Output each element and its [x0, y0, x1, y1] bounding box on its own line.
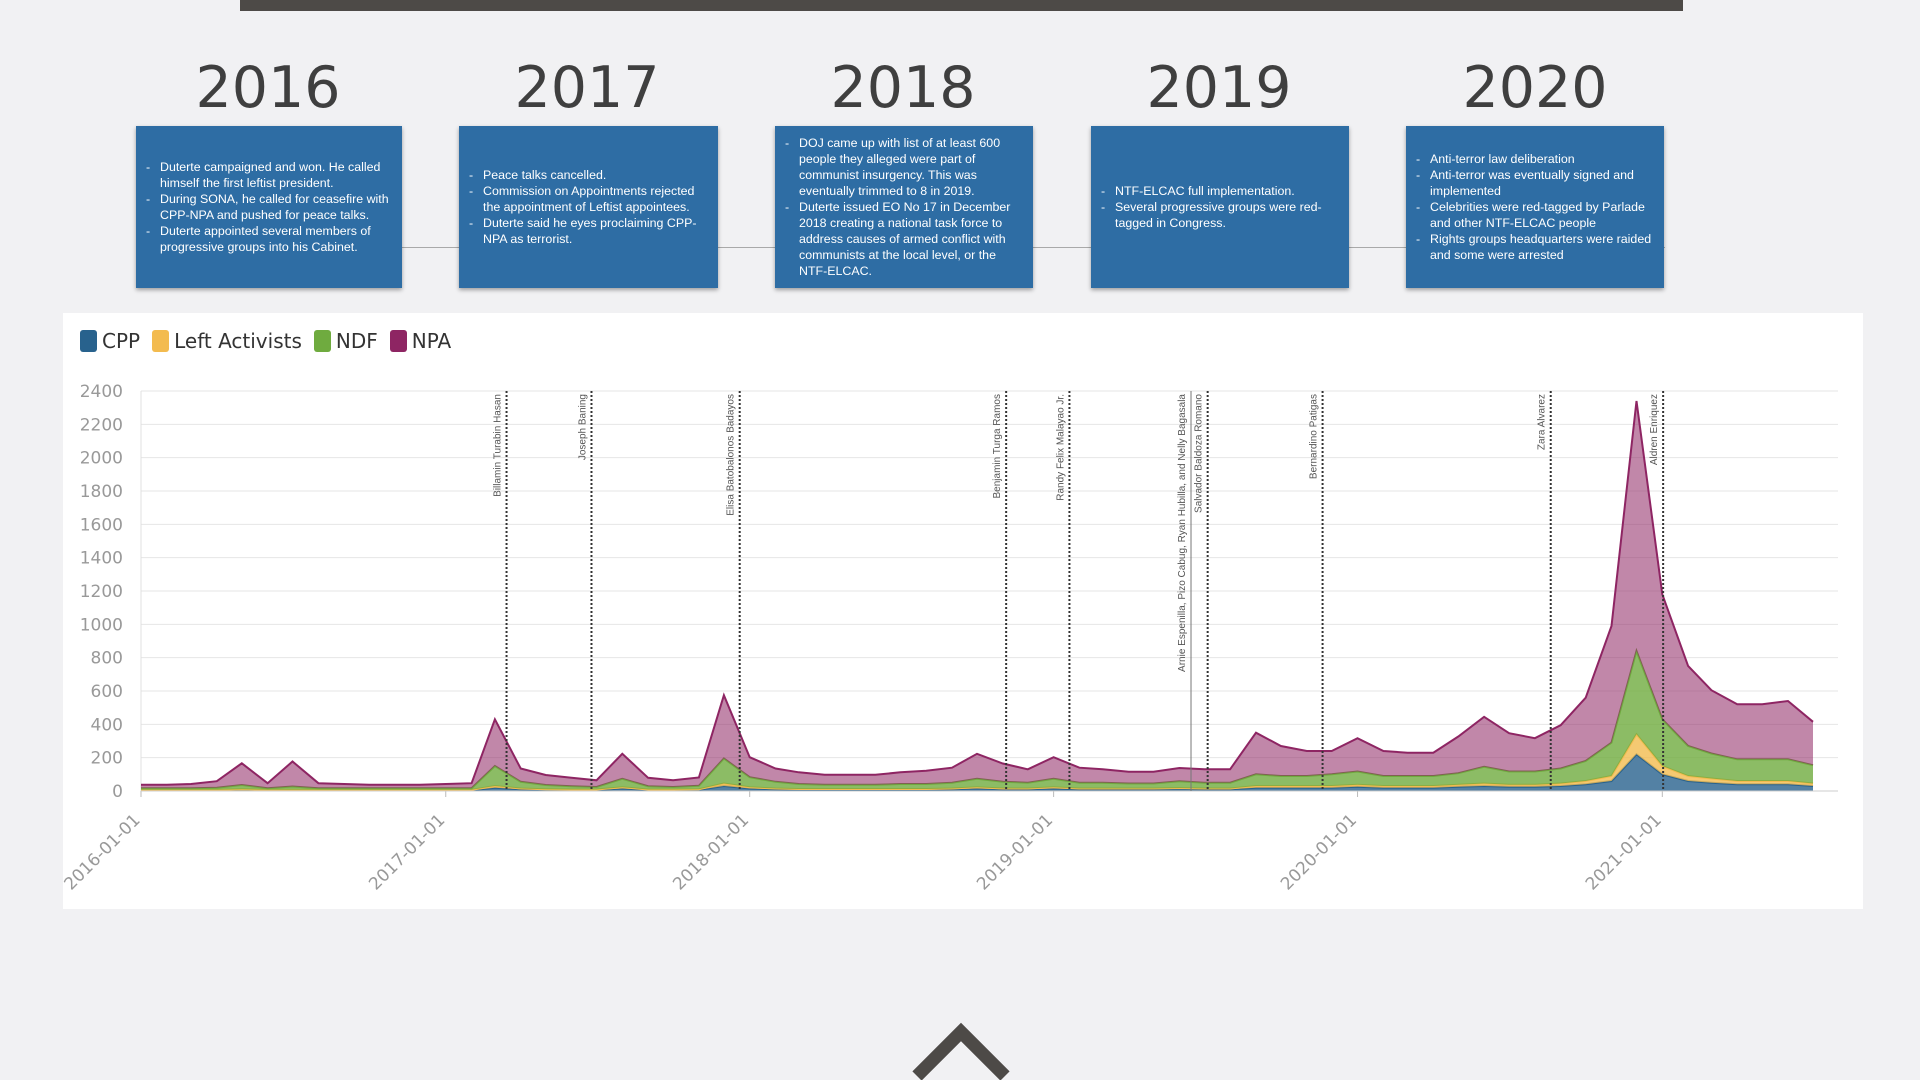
- timeline-point: Several progressive groups were red-tagg…: [1101, 199, 1339, 231]
- y-tick-label: 2200: [80, 415, 123, 435]
- legend-item-npa[interactable]: NPA: [389, 329, 452, 353]
- legend-item-ndf[interactable]: NDF: [313, 329, 378, 353]
- y-tick-label: 1200: [80, 582, 123, 602]
- legend-swatch-npa: [389, 330, 407, 352]
- legend-item-cpp[interactable]: CPP: [80, 329, 140, 353]
- legend-swatch-left-activists: [152, 330, 170, 352]
- timeline-point: Commission on Appointments rejected the …: [469, 183, 708, 215]
- timeline-point: Duterte said he eyes proclaiming CPP-NPA…: [469, 215, 708, 247]
- legend-swatch-ndf: [313, 330, 331, 352]
- line-npa: [141, 400, 1814, 786]
- timeline-year-2020: 2020: [1462, 55, 1608, 121]
- annotation-label: Benjamin Turga Ramos: [992, 394, 1003, 499]
- y-tick-label: 200: [91, 749, 123, 769]
- top-bar: [240, 0, 1683, 11]
- timeline-point: Duterte campaigned and won. He called hi…: [146, 159, 392, 191]
- y-tick-label: 1000: [80, 615, 123, 635]
- legend-label-npa: NPA: [411, 329, 452, 353]
- annotation-label: Bernardino Patigas: [1309, 394, 1320, 479]
- timeline-point: During SONA, he called for ceasefire wit…: [146, 191, 392, 223]
- legend-swatch-cpp: [80, 330, 97, 352]
- timeline-point: Duterte appointed several members of pro…: [146, 223, 392, 255]
- area-cpp: [141, 754, 1813, 791]
- timeline-card-2018: DOJ came up with list of at least 600 pe…: [775, 126, 1033, 288]
- timeline-year-2016: 2016: [195, 55, 341, 121]
- annotation-label: Zara Alvarez: [1537, 394, 1548, 450]
- timeline-year-2017: 2017: [514, 55, 660, 121]
- annotation-label: Joseph Baning: [577, 394, 588, 460]
- timeline-card-2019: NTF-ELCAC full implementation. Several p…: [1091, 126, 1349, 288]
- timeline-point: Anti-terror was eventually signed and im…: [1416, 167, 1654, 199]
- timeline-point: NTF-ELCAC full implementation.: [1101, 183, 1339, 199]
- scroll-up-arrow-icon[interactable]: [911, 1020, 1011, 1080]
- legend-label-ndf: NDF: [335, 329, 378, 353]
- timeline-point: Duterte issued EO No 17 in December 2018…: [785, 199, 1023, 279]
- y-tick-label: 1400: [80, 549, 123, 569]
- timeline-card-2020: Anti-terror law deliberation Anti-terror…: [1406, 126, 1664, 288]
- timeline-year-2018: 2018: [830, 55, 976, 121]
- y-tick-label: 400: [91, 715, 123, 735]
- chart-legend: CPP Left Activists NDF NPA: [80, 328, 463, 354]
- annotation-label: Arnie Espenilla, Pizo Cabug, Ryan Hubill…: [1177, 394, 1188, 672]
- timeline-card-2017: Peace talks cancelled. Commission on App…: [459, 126, 718, 288]
- legend-item-left-activists[interactable]: Left Activists: [152, 329, 302, 353]
- legend-label-left-activists: Left Activists: [174, 329, 302, 353]
- y-tick-label: 0: [112, 782, 123, 802]
- x-tick-label: 2019-01-01: [973, 810, 1057, 894]
- x-tick-label: 2016-01-01: [61, 810, 145, 894]
- legend-label-cpp: CPP: [102, 329, 141, 353]
- x-tick-label: 2018-01-01: [669, 810, 753, 894]
- timeline-point: Anti-terror law deliberation: [1416, 151, 1654, 167]
- x-tick-label: 2020-01-01: [1277, 810, 1361, 894]
- x-tick-label: 2017-01-01: [365, 810, 449, 894]
- timeline-card-2016: Duterte campaigned and won. He called hi…: [136, 126, 402, 288]
- x-tick-label: 2021-01-01: [1582, 810, 1666, 894]
- timeline-point: Celebrities were red-tagged by Parlade a…: [1416, 199, 1654, 231]
- annotation-label: Elisa Batobalonos Badayos: [726, 394, 737, 516]
- chart-panel: [63, 313, 1863, 909]
- timeline-year-2019: 2019: [1146, 55, 1292, 121]
- y-tick-label: 1800: [80, 482, 123, 502]
- y-tick-label: 600: [91, 682, 123, 702]
- y-tick-label: 1600: [80, 515, 123, 535]
- y-tick-label: 800: [91, 649, 123, 669]
- timeline-point: DOJ came up with list of at least 600 pe…: [785, 135, 1023, 199]
- area-npa: [141, 401, 1813, 789]
- timeline-point: Rights groups headquarters were raided a…: [1416, 231, 1654, 263]
- annotation-label: Billamin Turabin Hasan: [493, 394, 504, 497]
- timeline-point: Peace talks cancelled.: [469, 167, 708, 183]
- y-tick-label: 2000: [80, 449, 123, 469]
- annotation-label: Aldren Enriquez: [1649, 394, 1660, 465]
- annotation-label: Randy Felix Malayao Jr.: [1055, 394, 1066, 501]
- y-tick-label: 2400: [80, 382, 123, 402]
- annotation-label: Salvador Baldoza Romano: [1194, 394, 1205, 513]
